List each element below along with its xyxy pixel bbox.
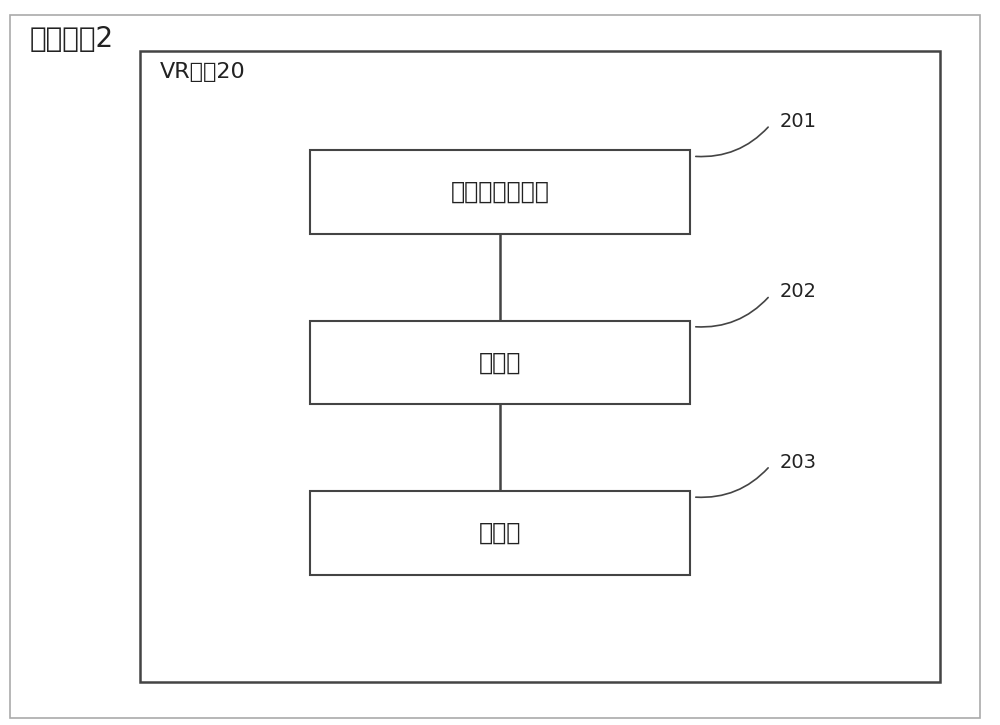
Text: VR设备20: VR设备20 [160, 62, 246, 82]
Text: 201: 201 [780, 112, 817, 131]
Text: 处理器: 处理器 [479, 350, 521, 375]
Bar [140, 51, 940, 681]
Text: 202: 202 [780, 282, 817, 302]
Text: 显示系统2: 显示系统2 [30, 25, 114, 54]
Text: 203: 203 [780, 452, 817, 472]
Bar [310, 492, 690, 574]
Text: 气流检测传感器: 气流检测传感器 [451, 180, 549, 204]
Bar [310, 151, 690, 233]
Text: 显示屏: 显示屏 [479, 521, 521, 545]
Bar [310, 320, 690, 405]
